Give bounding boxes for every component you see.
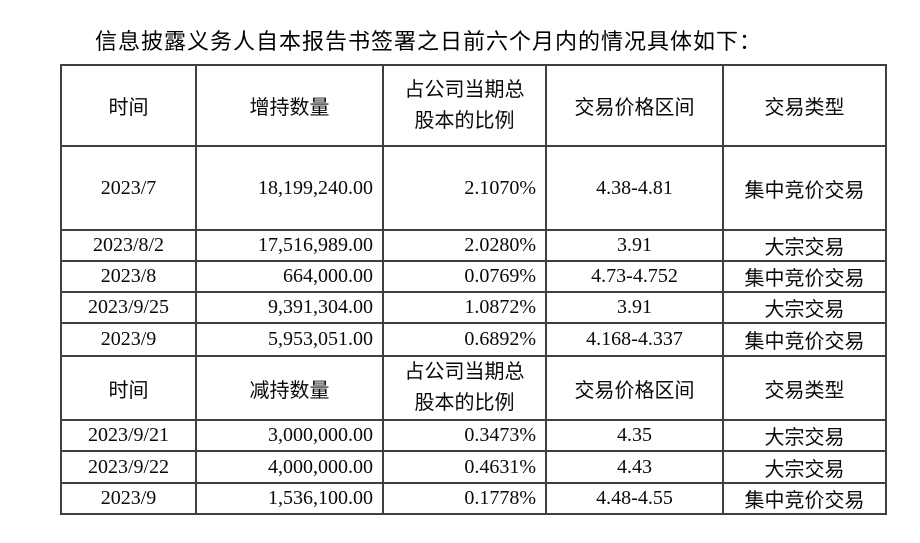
cell-share-ratio: 0.0769% — [382, 260, 547, 293]
cell-trade-type: 大宗交易 — [722, 229, 887, 262]
cell-time: 2023/9 — [60, 322, 197, 357]
cell-time: 2023/9/25 — [60, 291, 197, 324]
holdings-table: 时间 增持数量 占公司当期总 股本的比例 交易价格区间 交易类型 2023/7 … — [60, 64, 887, 515]
cell-price-range: 4.43 — [545, 450, 724, 484]
cell-price-range: 4.48-4.55 — [545, 482, 724, 515]
cell-price-range: 4.35 — [545, 419, 724, 452]
cell-time: 2023/9 — [60, 482, 197, 515]
decrease-header-row: 时间 减持数量 占公司当期总 股本的比例 交易价格区间 交易类型 — [60, 355, 887, 421]
cell-quantity: 1,536,100.00 — [195, 482, 384, 515]
increase-row: 2023/9 5,953,051.00 0.6892% 4.168-4.337 … — [60, 322, 887, 357]
cell-price-range: 4.38-4.81 — [545, 145, 724, 231]
cell-share-ratio: 2.0280% — [382, 229, 547, 262]
cell-time: 2023/8/2 — [60, 229, 197, 262]
header-trade-type: 交易类型 — [722, 64, 887, 147]
header-decrease-quantity: 减持数量 — [195, 355, 384, 421]
header-share-ratio: 占公司当期总 股本的比例 — [382, 355, 547, 421]
page-title: 信息披露义务人自本报告书签署之日前六个月内的情况具体如下： — [95, 29, 763, 54]
increase-row: 2023/8 664,000.00 0.0769% 4.73-4.752 集中竞… — [60, 260, 887, 293]
header-time: 时间 — [60, 355, 197, 421]
decrease-row: 2023/9/22 4,000,000.00 0.4631% 4.43 大宗交易 — [60, 450, 887, 484]
header-price-range: 交易价格区间 — [545, 64, 724, 147]
cell-quantity: 17,516,989.00 — [195, 229, 384, 262]
header-price-range: 交易价格区间 — [545, 355, 724, 421]
cell-trade-type: 大宗交易 — [722, 419, 887, 452]
cell-price-range: 3.91 — [545, 291, 724, 324]
increase-header-row: 时间 增持数量 占公司当期总 股本的比例 交易价格区间 交易类型 — [60, 64, 887, 147]
increase-row: 2023/8/2 17,516,989.00 2.0280% 3.91 大宗交易 — [60, 229, 887, 262]
cell-share-ratio: 0.6892% — [382, 322, 547, 357]
cell-share-ratio: 0.3473% — [382, 419, 547, 452]
cell-share-ratio: 1.0872% — [382, 291, 547, 324]
decrease-row: 2023/9 1,536,100.00 0.1778% 4.48-4.55 集中… — [60, 482, 887, 515]
cell-time: 2023/8 — [60, 260, 197, 293]
cell-quantity: 18,199,240.00 — [195, 145, 384, 231]
cell-trade-type: 集中竞价交易 — [722, 482, 887, 515]
cell-quantity: 9,391,304.00 — [195, 291, 384, 324]
cell-price-range: 3.91 — [545, 229, 724, 262]
increase-row: 2023/9/25 9,391,304.00 1.0872% 3.91 大宗交易 — [60, 291, 887, 324]
cell-price-range: 4.168-4.337 — [545, 322, 724, 357]
cell-share-ratio: 0.4631% — [382, 450, 547, 484]
header-time: 时间 — [60, 64, 197, 147]
cell-time: 2023/9/22 — [60, 450, 197, 484]
cell-quantity: 3,000,000.00 — [195, 419, 384, 452]
cell-quantity: 664,000.00 — [195, 260, 384, 293]
header-trade-type: 交易类型 — [722, 355, 887, 421]
cell-trade-type: 集中竞价交易 — [722, 322, 887, 357]
cell-price-range: 4.73-4.752 — [545, 260, 724, 293]
cell-trade-type: 大宗交易 — [722, 291, 887, 324]
header-share-ratio: 占公司当期总 股本的比例 — [382, 64, 547, 147]
cell-quantity: 5,953,051.00 — [195, 322, 384, 357]
cell-time: 2023/7 — [60, 145, 197, 231]
cell-trade-type: 集中竞价交易 — [722, 260, 887, 293]
cell-quantity: 4,000,000.00 — [195, 450, 384, 484]
cell-time: 2023/9/21 — [60, 419, 197, 452]
cell-share-ratio: 2.1070% — [382, 145, 547, 231]
cell-trade-type: 集中竞价交易 — [722, 145, 887, 231]
cell-trade-type: 大宗交易 — [722, 450, 887, 484]
table-body: 时间 增持数量 占公司当期总 股本的比例 交易价格区间 交易类型 2023/7 … — [60, 64, 887, 515]
decrease-row: 2023/9/21 3,000,000.00 0.3473% 4.35 大宗交易 — [60, 419, 887, 452]
increase-row: 2023/7 18,199,240.00 2.1070% 4.38-4.81 集… — [60, 145, 887, 231]
cell-share-ratio: 0.1778% — [382, 482, 547, 515]
header-increase-quantity: 增持数量 — [195, 64, 384, 147]
